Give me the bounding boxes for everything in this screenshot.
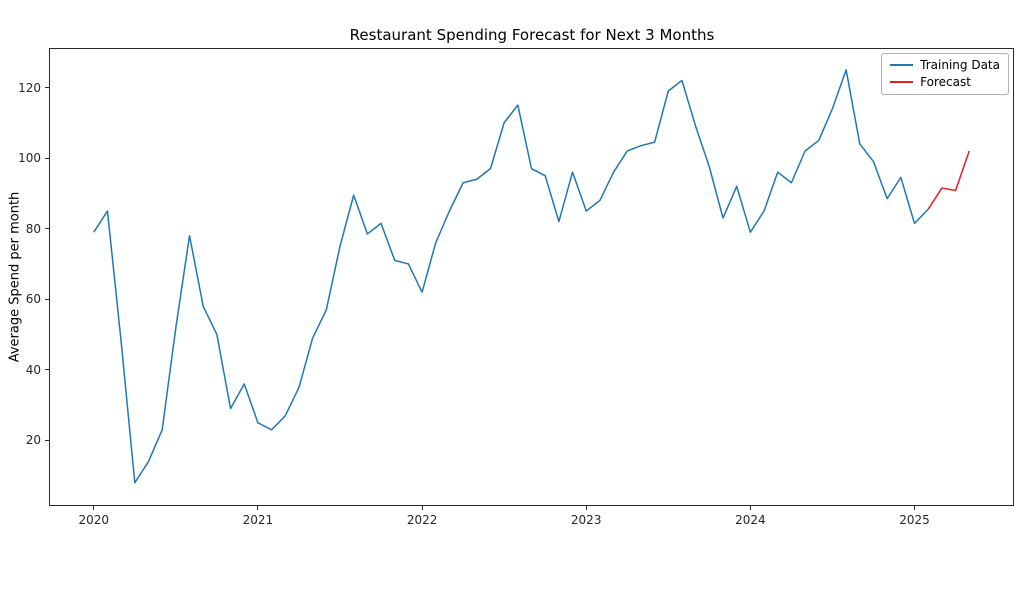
plot-svg <box>93 69 970 484</box>
legend-label: Forecast <box>920 75 971 89</box>
y-tick-mark <box>45 298 49 300</box>
x-tick-label: 2025 <box>899 513 930 527</box>
y-tick-label: 60 <box>25 292 41 307</box>
x-tick-label: 2020 <box>78 513 110 527</box>
y-tick-label: 120 <box>18 80 41 95</box>
y-tick-mark <box>45 87 49 88</box>
x-tick-label: 2024 <box>735 513 766 527</box>
y-tick-label: 40 <box>25 362 41 377</box>
training-data-line-swatch <box>890 64 914 66</box>
training-data-line <box>93 69 929 484</box>
y-tick-label: 20 <box>25 433 41 448</box>
y-tick-mark <box>45 369 49 371</box>
forecast-line <box>927 150 970 210</box>
x-tick-mark <box>421 506 423 510</box>
y-axis-label: Average Spend per month <box>7 191 23 363</box>
legend-entry-forecast: Forecast <box>890 75 1000 89</box>
x-tick-label: 2023 <box>570 513 602 527</box>
x-tick-label: 2022 <box>406 513 438 527</box>
x-tick-mark <box>93 506 95 510</box>
legend-label: Training Data <box>920 58 1000 72</box>
x-tick-mark <box>914 506 915 510</box>
y-tick-mark <box>45 228 49 230</box>
y-tick-mark <box>45 157 49 159</box>
forecast-line-swatch <box>890 81 914 83</box>
y-tick-mark <box>45 439 49 441</box>
legend: Training Data Forecast <box>881 53 1009 95</box>
x-tick-label: 2021 <box>242 513 274 527</box>
x-tick-mark <box>749 506 751 510</box>
legend-entry-training-data: Training Data <box>890 58 1000 72</box>
x-tick-mark <box>585 506 587 510</box>
x-tick-mark <box>257 506 259 510</box>
y-tick-label: 100 <box>18 151 41 166</box>
chart-title: Restaurant Spending Forecast for Next 3 … <box>349 26 715 44</box>
plot-area: Training Data Forecast <box>49 48 1014 506</box>
y-tick-label: 80 <box>25 221 41 236</box>
